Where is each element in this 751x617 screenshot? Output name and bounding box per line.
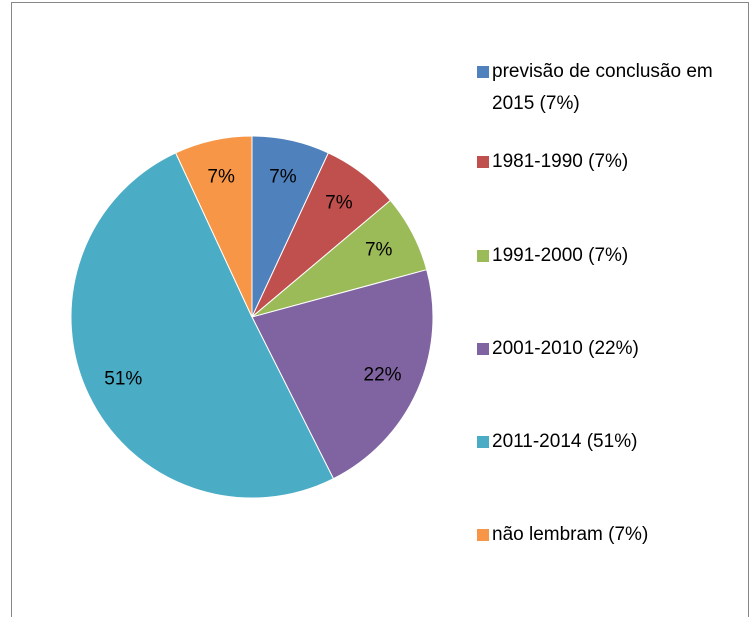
legend-swatch [477, 529, 489, 541]
legend-item: previsão de conclusão em 2015 (7%) [477, 56, 739, 120]
pie-slice [70, 152, 335, 499]
legend-swatch [477, 343, 489, 355]
data-label: 22% [364, 364, 402, 385]
data-label: 7% [207, 166, 235, 187]
legend-swatch [477, 66, 489, 78]
pie-slice [251, 269, 434, 480]
data-label: 7% [269, 166, 297, 187]
legend-swatch [477, 250, 489, 262]
legend-label: previsão de conclusão em 2015 (7%) [492, 61, 713, 114]
legend-item: 1991-2000 (7%) [477, 240, 739, 272]
legend-label: 1991-2000 (7%) [492, 245, 629, 266]
data-label: 7% [365, 240, 393, 261]
legend-item: 1981-1990 (7%) [477, 146, 739, 178]
legend-swatch [477, 156, 489, 168]
legend-swatch [477, 436, 489, 448]
legend-label: não lembram (7%) [492, 524, 649, 545]
legend-item: 2001-2010 (22%) [477, 333, 739, 365]
legend-label: 2001-2010 (22%) [492, 338, 639, 359]
legend-item: não lembram (7%) [477, 519, 739, 551]
legend-label: 1981-1990 (7%) [492, 151, 629, 172]
legend-label: 2011-2014 (51%) [492, 431, 638, 452]
legend-item: 2011-2014 (51%) [477, 426, 739, 458]
data-label: 51% [104, 368, 142, 389]
data-label: 7% [325, 192, 353, 213]
pie-slice [174, 135, 253, 318]
